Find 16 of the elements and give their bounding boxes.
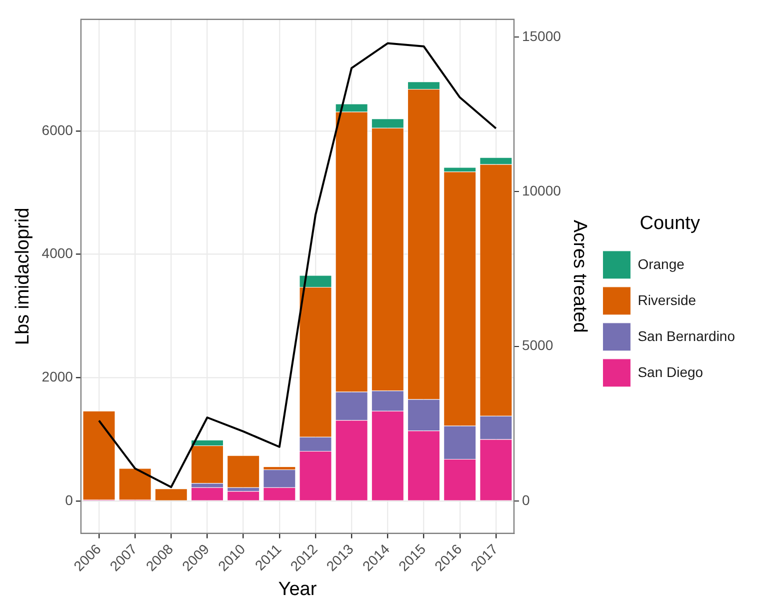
y-tick-label: 6000	[42, 122, 74, 138]
x-axis-title: Year	[278, 578, 318, 600]
y2-axis-title: Acres treated	[569, 220, 590, 333]
y-tick-label: 2000	[42, 368, 74, 384]
y-tick-label: 4000	[42, 245, 74, 262]
y2-tick-label: 0	[522, 492, 530, 508]
y2-tick-label: 15000	[522, 28, 562, 44]
legend-title: County	[640, 212, 700, 234]
legend-label: San Bernardino	[638, 328, 736, 344]
legend-label: Orange	[638, 256, 685, 272]
y-tick-label: 0	[65, 492, 74, 508]
y-axis-title: Lbs imidacloprid	[12, 208, 34, 345]
legend-label: San Diego	[638, 364, 704, 380]
y2-tick-label: 5000	[522, 337, 554, 354]
y2-tick-label: 10000	[522, 182, 562, 199]
legend-label: Riverside	[638, 292, 696, 308]
